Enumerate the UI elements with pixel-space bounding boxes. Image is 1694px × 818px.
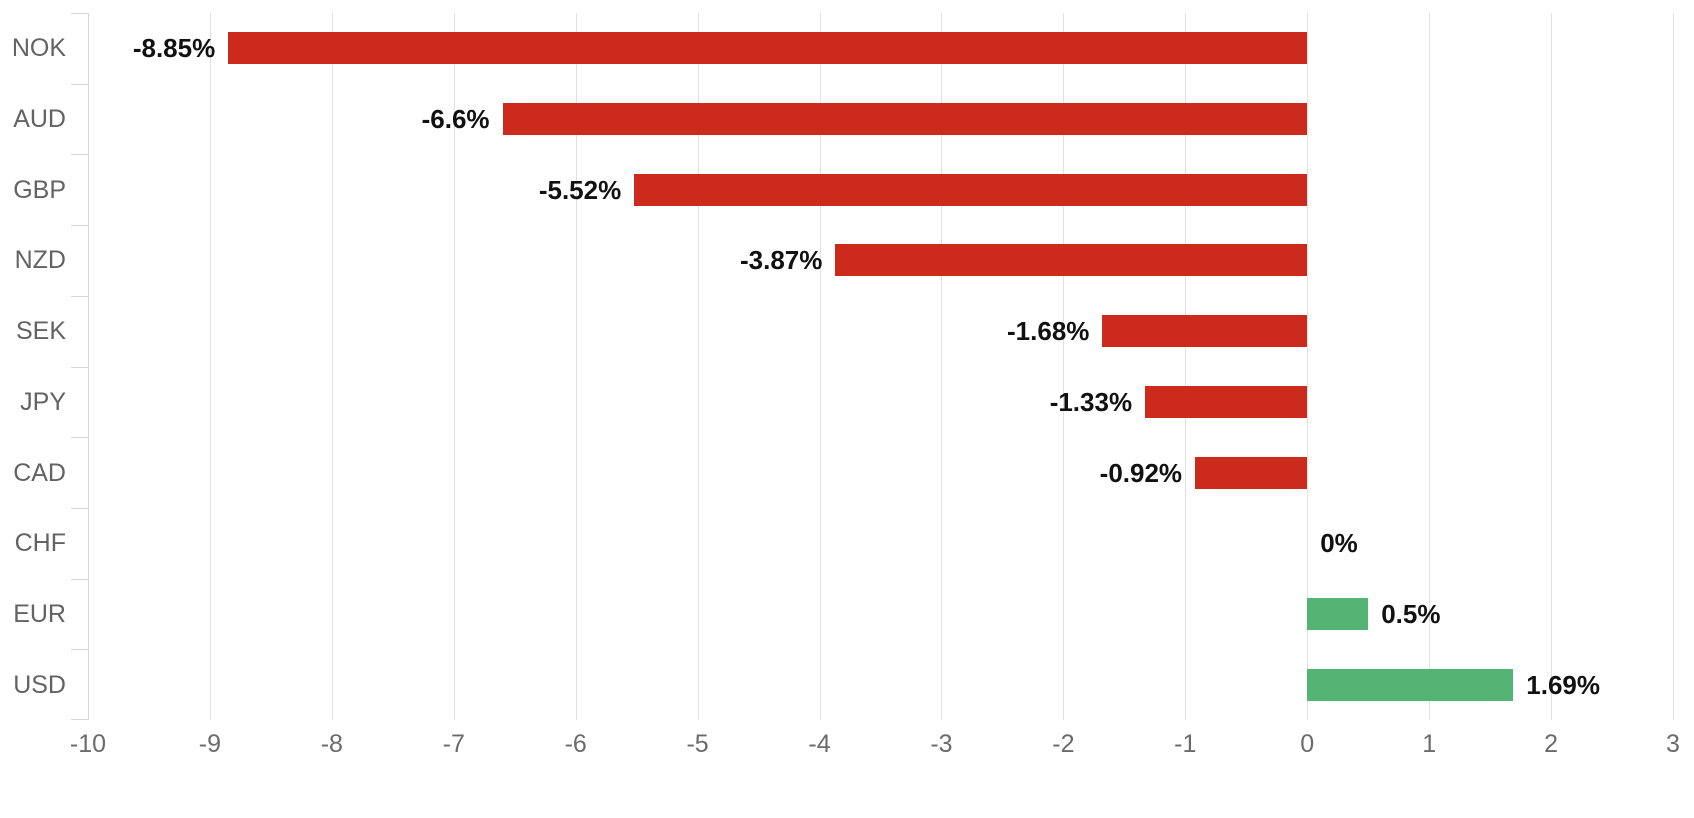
bar-NOK[interactable] xyxy=(228,32,1308,65)
gridline-x-2 xyxy=(1551,13,1553,720)
value-label-SEK: -1.68% xyxy=(1007,316,1090,347)
x-tick-label: -4 xyxy=(808,730,831,758)
category-label-EUR: EUR xyxy=(13,599,66,628)
gridline-x--9 xyxy=(209,13,211,720)
y-axis-line xyxy=(88,13,89,720)
value-label-AUD: -6.6% xyxy=(421,104,490,135)
bar-CAD[interactable] xyxy=(1195,456,1308,489)
category-label-NOK: NOK xyxy=(11,34,66,63)
gridline-x--3 xyxy=(941,13,943,720)
y-axis-tick xyxy=(71,366,88,368)
gridline-x-0 xyxy=(1307,13,1309,720)
category-label-AUD: AUD xyxy=(13,105,66,134)
y-axis-tick xyxy=(71,295,88,297)
x-tick-label: 1 xyxy=(1422,730,1437,758)
gridline-x--6 xyxy=(575,13,577,720)
category-label-JPY: JPY xyxy=(20,387,66,416)
value-label-EUR: 0.5% xyxy=(1381,598,1441,629)
gridline-x--7 xyxy=(453,13,455,720)
y-axis-tick xyxy=(71,719,88,720)
category-label-SEK: SEK xyxy=(15,317,66,346)
y-axis-tick xyxy=(71,507,88,509)
category-label-NZD: NZD xyxy=(14,246,66,275)
x-tick-label: -10 xyxy=(69,730,107,758)
value-label-GBP: -5.52% xyxy=(538,174,622,205)
bar-USD[interactable] xyxy=(1307,668,1514,701)
x-tick-label: -6 xyxy=(564,730,587,758)
category-label-CAD: CAD xyxy=(13,458,66,487)
bar-EUR[interactable] xyxy=(1307,597,1369,630)
plot-area: -10 -9 -8 -7 -6 -5 -4 -3 -2 -1 0 1 2 3 NOK -8.85% AUD -6.… xyxy=(12,13,1680,758)
bar-GBP[interactable] xyxy=(634,173,1308,206)
x-tick-label: 0 xyxy=(1300,730,1315,758)
x-tick-label: -1 xyxy=(1174,730,1197,758)
y-axis-tick xyxy=(71,649,88,651)
y-axis-tick xyxy=(71,154,88,156)
gridline-x-1 xyxy=(1429,13,1431,720)
x-tick-label: 3 xyxy=(1666,730,1680,758)
gridline-x--8 xyxy=(331,13,333,720)
bar-SEK[interactable] xyxy=(1102,315,1308,348)
x-tick-label: -9 xyxy=(198,730,222,758)
category-label-USD: USD xyxy=(13,670,66,699)
y-axis-tick xyxy=(71,578,88,580)
value-label-USD: 1.69% xyxy=(1526,669,1600,700)
x-tick-label: 2 xyxy=(1544,730,1559,758)
gridline-x--1 xyxy=(1185,13,1187,720)
value-label-CHF: 0% xyxy=(1320,528,1358,559)
gridline-x-3 xyxy=(1673,13,1674,720)
bar-NZD[interactable] xyxy=(835,244,1308,277)
y-axis-tick xyxy=(71,225,88,227)
category-label-GBP: GBP xyxy=(13,175,66,204)
value-label-CAD: -0.92% xyxy=(1099,457,1183,488)
gridline-x--4 xyxy=(819,13,821,720)
bar-JPY[interactable] xyxy=(1145,385,1308,418)
gridline-x--5 xyxy=(697,13,699,720)
gridline-x--2 xyxy=(1063,13,1065,720)
category-label-CHF: CHF xyxy=(14,529,66,558)
x-tick-label: -2 xyxy=(1052,730,1075,758)
value-label-JPY: -1.33% xyxy=(1049,386,1133,417)
x-tick-label: -8 xyxy=(320,730,343,758)
x-tick-label: -7 xyxy=(442,730,465,758)
x-tick-label: -3 xyxy=(930,730,953,758)
x-tick-label: -5 xyxy=(686,730,709,758)
y-axis-tick xyxy=(71,83,88,85)
bar-AUD[interactable] xyxy=(502,103,1308,136)
y-axis-tick xyxy=(71,13,88,14)
y-axis-tick xyxy=(71,437,88,439)
value-label-NZD: -3.87% xyxy=(740,245,823,276)
value-label-NOK: -8.85% xyxy=(132,33,216,64)
